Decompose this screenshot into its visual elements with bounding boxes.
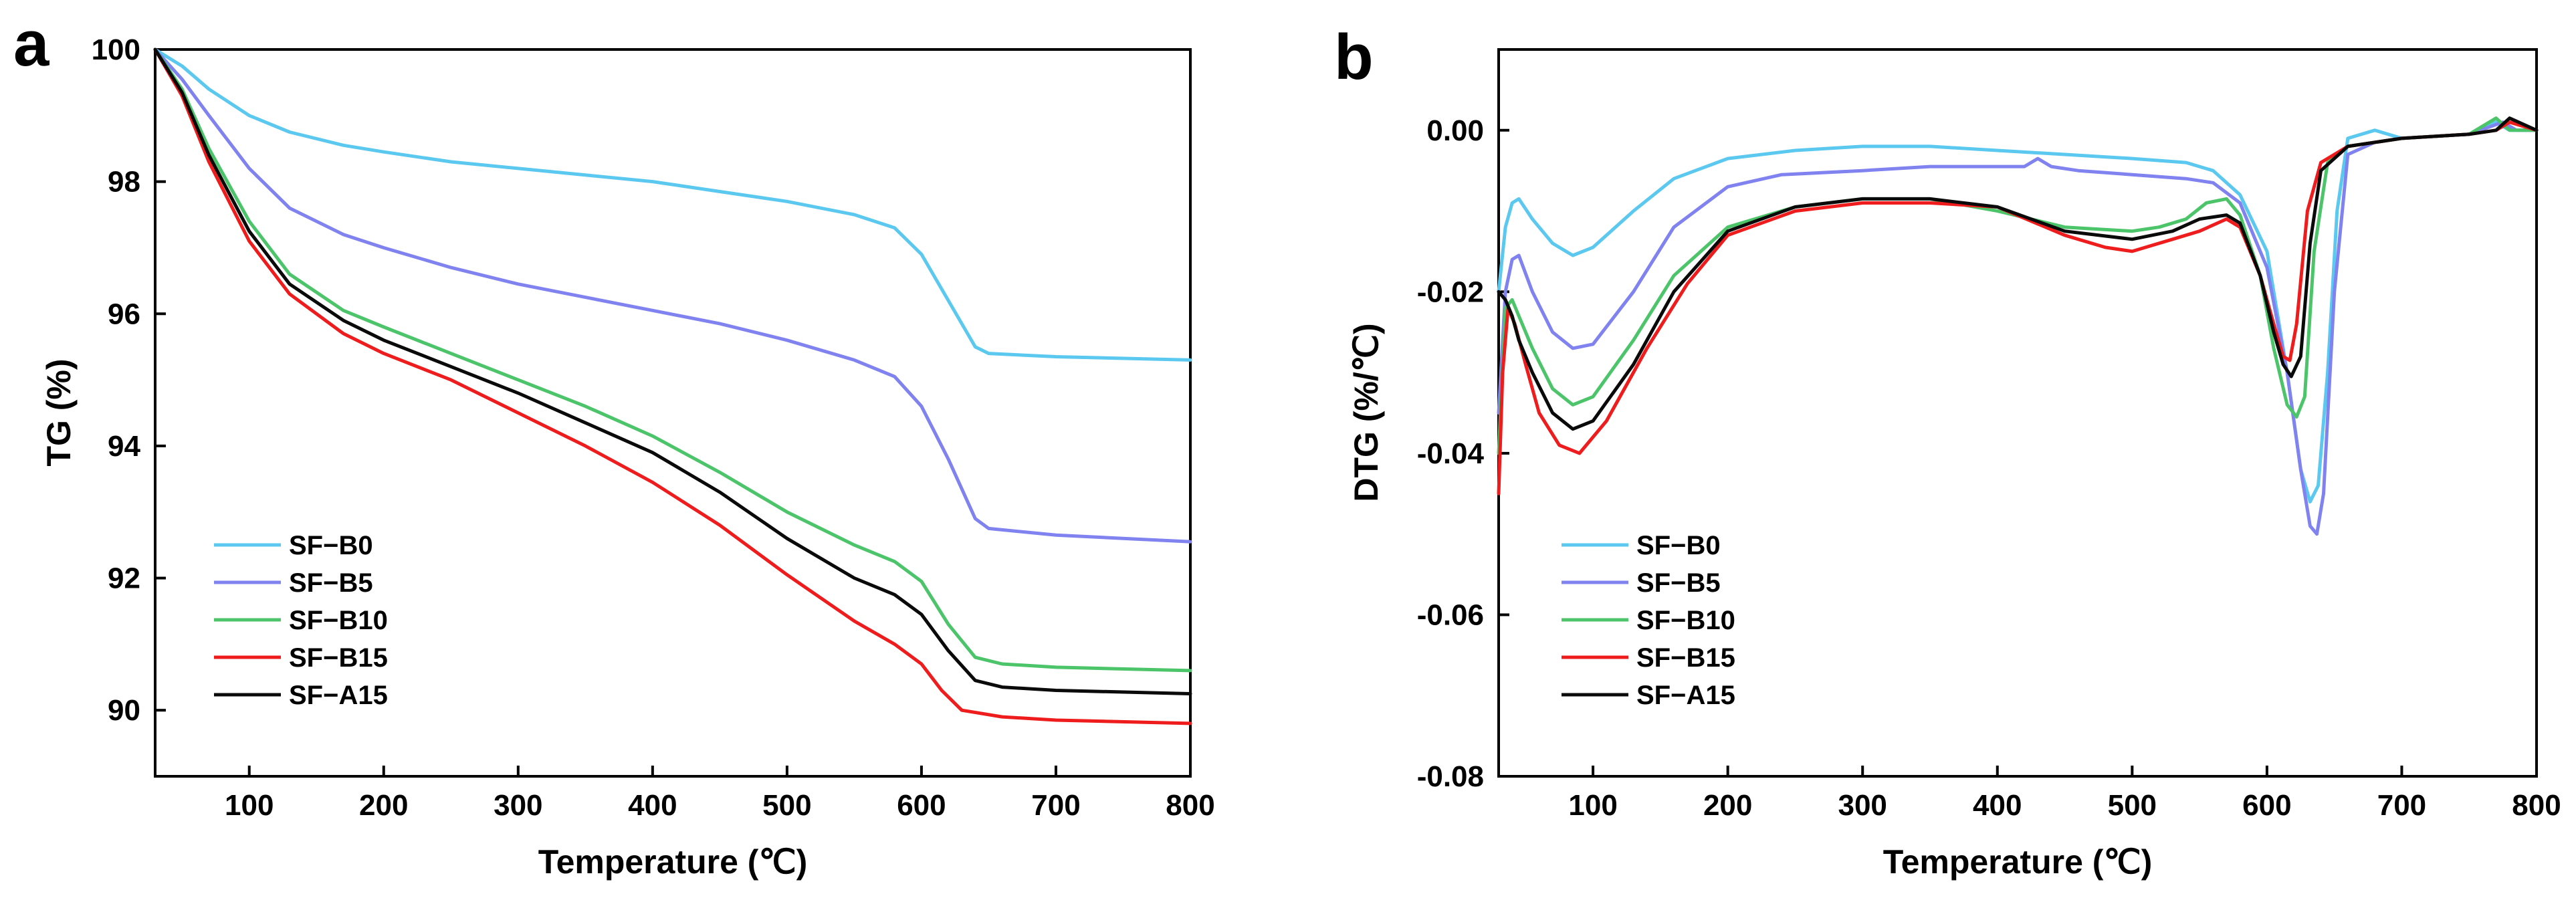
y-tick-label: -0.08 [1417, 760, 1484, 793]
x-ticks-b: 100 200 300 400 500 600 700 800 [1568, 766, 2561, 822]
series-line-sf-b0 [153, 47, 1192, 362]
legend-label: SF−B0 [1636, 531, 1721, 560]
y-tick-label: -0.02 [1417, 275, 1484, 308]
y-tick-label: 92 [108, 562, 140, 595]
x-axis-label-b: Temperature (℃) [1883, 843, 2153, 881]
x-tick-label: 400 [1973, 789, 2022, 822]
series-line-sf-b5 [153, 47, 1192, 544]
chart-b: b 100 200 300 400 500 600 700 800 -0.08-0.06-0.… [1334, 21, 2561, 881]
series-line-sf-b0 [1497, 120, 2539, 503]
x-tick-label: 800 [1166, 789, 1214, 822]
legend-label: SF−B5 [1636, 568, 1721, 598]
x-tick-label: 500 [762, 789, 811, 822]
y-tick-label: 94 [108, 430, 140, 463]
y-ticks-b: -0.08 -0.06 -0.04 -0.02 0.00 [1417, 114, 1509, 793]
y-tick-label: 98 [108, 166, 140, 199]
y-tick-label: -0.04 [1417, 437, 1485, 470]
y-tick-label: 0.00 [1426, 114, 1484, 147]
legend-label: SF−B15 [289, 643, 388, 673]
series-line-sf-b10 [153, 47, 1192, 673]
x-tick-label: 500 [2108, 789, 2157, 822]
series-group-a [153, 47, 1192, 725]
x-tick-label: 700 [2377, 789, 2426, 822]
x-axis-label-a: Temperature (℃) [538, 843, 808, 881]
x-tick-label: 300 [494, 789, 542, 822]
y-axis-label-a: TG (%) [40, 358, 78, 466]
legend-label: SF−B5 [289, 568, 373, 598]
legend-label: SF−A15 [1636, 681, 1735, 710]
panel-label-a: a [13, 8, 49, 80]
x-ticks-a: 100 200 300 400 500 600 700 800 [225, 766, 1215, 822]
legend-label: SF−A15 [289, 681, 388, 710]
series-line-sf-b5 [1497, 120, 2539, 536]
series-group-b [1497, 116, 2539, 536]
legend-label: SF−B0 [289, 531, 373, 560]
legend-label: SF−B15 [1636, 643, 1735, 673]
x-tick-label: 200 [1703, 789, 1752, 822]
series-line-sf-b10 [1497, 116, 2539, 455]
series-line-sf-a15 [153, 47, 1192, 695]
x-tick-label: 400 [628, 789, 677, 822]
panel-label-b: b [1334, 21, 1374, 93]
x-tick-label: 600 [2242, 789, 2291, 822]
x-tick-label: 200 [359, 789, 408, 822]
y-tick-label: 96 [108, 298, 140, 330]
series-line-sf-b15 [1497, 120, 2539, 495]
chart-a: a 100 200 300 400 500 600 700 800 90 92 94 96 98 100… [13, 8, 1215, 881]
y-tick-label: -0.06 [1417, 598, 1484, 631]
x-tick-label: 700 [1031, 789, 1080, 822]
series-line-sf-a15 [1497, 116, 2539, 431]
legend-b: SF−B0 SF−B5 SF−B10 SF−B15 SF−A15 [1562, 531, 1735, 710]
y-tick-label: 90 [108, 694, 140, 727]
x-tick-label: 600 [897, 789, 946, 822]
legend-a: SF−B0 SF−B5 SF−B10 SF−B15 SF−A15 [214, 531, 388, 710]
plot-frame-a [154, 48, 1192, 778]
series-line-sf-b15 [153, 47, 1192, 725]
y-ticks-a: 90 92 94 96 98 100 [92, 33, 166, 727]
x-tick-label: 100 [1568, 789, 1617, 822]
x-tick-label: 100 [225, 789, 274, 822]
y-tick-label: 100 [92, 33, 140, 66]
legend-label: SF−B10 [1636, 606, 1735, 635]
x-tick-label: 800 [2512, 789, 2561, 822]
legend-label: SF−B10 [289, 606, 388, 635]
x-tick-label: 300 [1838, 789, 1887, 822]
y-axis-label-b: DTG (%/℃) [1348, 323, 1385, 501]
